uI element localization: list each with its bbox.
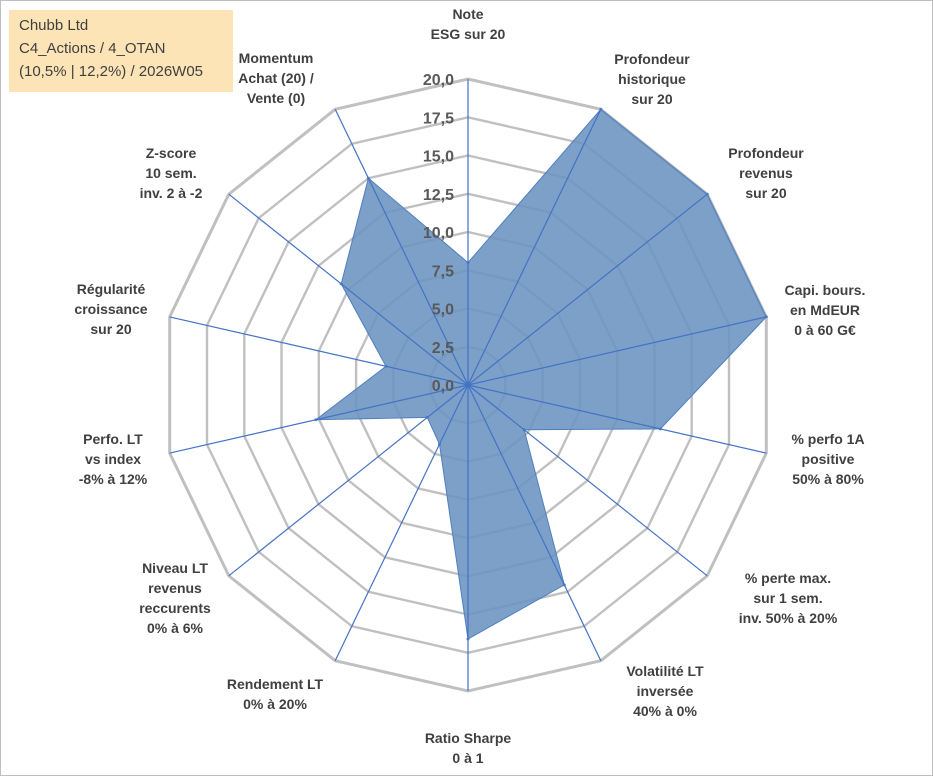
axis-spoke-2 bbox=[467, 193, 708, 386]
axis-label-6-line-1: inversée bbox=[637, 683, 694, 699]
axis-label-2-line-2: sur 20 bbox=[745, 185, 786, 201]
axis-label-10-line-2: -8% à 12% bbox=[79, 471, 148, 487]
axis-spoke-4 bbox=[467, 384, 767, 454]
axis-label-0-line-0: Note bbox=[452, 6, 483, 22]
spoke-layer bbox=[169, 79, 767, 691]
axis-spoke-9 bbox=[228, 384, 469, 577]
axis-spoke-13 bbox=[334, 109, 469, 386]
label-layer: Note ESG sur 20 Profondeur historique sur 20… bbox=[74, 6, 865, 766]
axis-label-12-line-2: inv. 2 à -2 bbox=[140, 185, 203, 201]
axis-label-2: Profondeur revenus sur 20 bbox=[728, 145, 804, 201]
series-layer bbox=[314, 107, 768, 641]
axis-label-13-line-0: Momentum bbox=[239, 50, 314, 66]
axis-label-9: Niveau LT revenus reccurents 0% à 6% bbox=[139, 560, 211, 636]
axis-label-9-line-1: revenus bbox=[148, 580, 202, 596]
axis-label-10-line-0: Perfo. LT bbox=[83, 431, 143, 447]
tick-label-0: 0,0 bbox=[432, 378, 454, 395]
axis-label-3-line-2: 0 à 60 G€ bbox=[794, 322, 856, 338]
tick-label-2: 5,0 bbox=[432, 302, 454, 319]
tick-label-1: 2,5 bbox=[432, 340, 454, 357]
axis-label-6: Volatilité LT inversée 40% à 0% bbox=[626, 663, 704, 719]
axis-label-4: % perfo 1A positive 50% à 80% bbox=[791, 431, 864, 487]
axis-label-4-line-2: 50% à 80% bbox=[792, 471, 864, 487]
axis-label-12-line-0: Z-score bbox=[146, 145, 197, 161]
axis-label-11-line-1: croissance bbox=[74, 301, 147, 317]
axis-label-4-line-1: positive bbox=[802, 451, 855, 467]
axis-label-1-line-2: sur 20 bbox=[631, 91, 672, 107]
axis-label-7-line-0: Ratio Sharpe bbox=[425, 730, 512, 746]
tick-label-7: 17,5 bbox=[423, 110, 454, 127]
axis-spoke-8 bbox=[334, 384, 469, 661]
axis-label-1-line-1: historique bbox=[618, 71, 686, 87]
axis-label-13-line-2: Vente (0) bbox=[247, 90, 305, 106]
axis-label-9-line-2: reccurents bbox=[139, 600, 211, 616]
axis-label-3-line-1: en MdEUR bbox=[790, 302, 860, 318]
tick-label-4: 10,0 bbox=[423, 225, 454, 242]
axis-label-13-line-1: Achat (20) / bbox=[238, 70, 314, 86]
axis-label-8-line-1: 0% à 20% bbox=[243, 696, 307, 712]
axis-label-11-line-0: Régularité bbox=[77, 281, 146, 297]
company-name: Chubb Ltd bbox=[19, 17, 89, 34]
axis-label-8: Rendement LT 0% à 20% bbox=[227, 676, 324, 712]
performance-period: (10,5% | 12,2%) / 2026W05 bbox=[19, 63, 203, 80]
tick-label-3: 7,5 bbox=[432, 263, 454, 280]
portfolio-category: C4_Actions / 4_OTAN bbox=[19, 40, 166, 57]
axis-label-10: Perfo. LT vs index -8% à 12% bbox=[79, 431, 148, 487]
axis-label-12-line-1: 10 sem. bbox=[145, 165, 196, 181]
info-box: Chubb Ltd C4_Actions / 4_OTAN (10,5% | 1… bbox=[9, 10, 233, 92]
axis-label-9-line-0: Niveau LT bbox=[142, 560, 208, 576]
axis-spoke-12 bbox=[228, 193, 469, 386]
axis-label-13: Momentum Achat (20) / Vente (0) bbox=[238, 50, 314, 106]
axis-label-4-line-0: % perfo 1A bbox=[791, 431, 864, 447]
axis-label-11-line-2: sur 20 bbox=[90, 321, 131, 337]
axis-label-0: Note ESG sur 20 bbox=[431, 6, 506, 42]
tick-label-8: 20,0 bbox=[423, 72, 454, 89]
axis-label-3-line-0: Capi. bours. bbox=[785, 282, 866, 298]
axis-label-2-line-0: Profondeur bbox=[728, 145, 804, 161]
tick-layer: 0,0 2,5 5,0 7,5 10,0 12,5 15,0 17,5 20,0 bbox=[423, 72, 454, 395]
axis-label-6-line-2: 40% à 0% bbox=[633, 703, 697, 719]
axis-label-7: Ratio Sharpe 0 à 1 bbox=[425, 730, 512, 766]
axis-label-1-line-0: Profondeur bbox=[614, 51, 690, 67]
axis-spoke-11 bbox=[169, 316, 469, 386]
axis-label-5-line-1: sur 1 sem. bbox=[753, 590, 822, 606]
axis-label-9-line-3: 0% à 6% bbox=[147, 620, 204, 636]
axis-spoke-10 bbox=[169, 384, 469, 454]
axis-label-5-line-2: inv. 50% à 20% bbox=[739, 610, 838, 626]
axis-label-3: Capi. bours. en MdEUR 0 à 60 G€ bbox=[785, 282, 866, 338]
tick-label-5: 12,5 bbox=[423, 187, 454, 204]
axis-spoke-1 bbox=[467, 109, 602, 386]
axis-label-0-line-1: ESG sur 20 bbox=[431, 26, 506, 42]
axis-label-1: Profondeur historique sur 20 bbox=[614, 51, 690, 107]
axis-label-10-line-1: vs index bbox=[85, 451, 141, 467]
axis-label-12: Z-score 10 sem. inv. 2 à -2 bbox=[140, 145, 203, 201]
axis-spoke-5 bbox=[467, 384, 708, 577]
axis-label-6-line-0: Volatilité LT bbox=[626, 663, 704, 679]
axis-label-5: % perte max. sur 1 sem. inv. 50% à 20% bbox=[739, 570, 838, 626]
tick-label-6: 15,0 bbox=[423, 149, 454, 166]
axis-label-11: Régularité croissance sur 20 bbox=[74, 281, 147, 337]
axis-label-7-line-1: 0 à 1 bbox=[452, 750, 483, 766]
axis-label-8-line-0: Rendement LT bbox=[227, 676, 324, 692]
axis-spoke-6 bbox=[467, 384, 602, 661]
axis-label-5-line-0: % perte max. bbox=[745, 570, 831, 586]
axis-spoke-3 bbox=[467, 316, 767, 386]
axis-label-2-line-1: revenus bbox=[739, 165, 793, 181]
